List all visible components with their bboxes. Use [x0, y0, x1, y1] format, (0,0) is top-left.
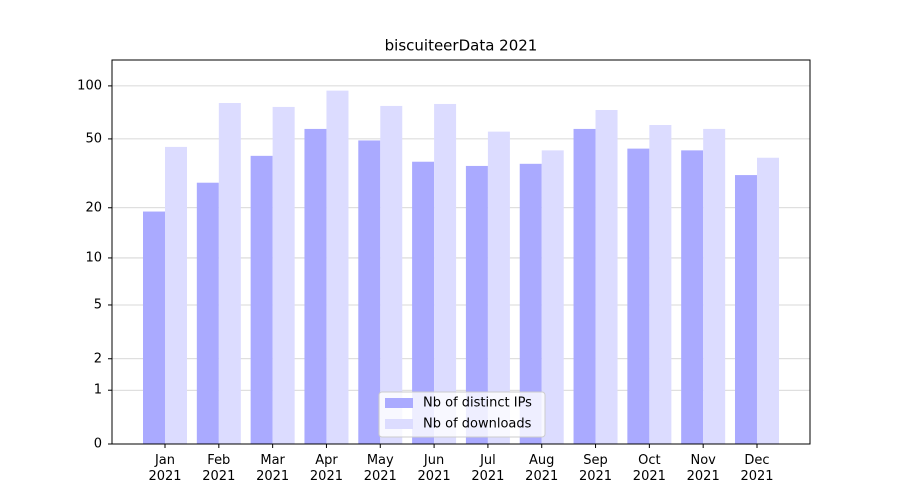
x-tick-label: Mar 2021 [256, 453, 290, 484]
x-tick-label: Nov 2021 [686, 453, 720, 484]
bar [487, 131, 510, 444]
bar [272, 106, 295, 444]
y-tick-label: 20 [85, 200, 102, 215]
bar [304, 128, 327, 444]
chart-title: biscuiteerData 2021 [385, 37, 538, 55]
bar [595, 110, 618, 445]
bar [703, 128, 726, 444]
bar [519, 163, 542, 444]
legend-swatch [385, 419, 413, 429]
x-tick-label: Jul 2021 [471, 453, 505, 484]
legend-label: Nb of downloads [423, 417, 532, 432]
bar [734, 175, 757, 444]
bar [434, 103, 457, 445]
x-tick-label: Dec 2021 [740, 453, 774, 484]
y-tick-label: 1 [94, 383, 102, 398]
y-tick-label: 50 [85, 131, 102, 146]
x-tick-label: Jun 2021 [417, 453, 451, 484]
bar [465, 165, 488, 444]
y-tick-label: 10 [85, 250, 102, 265]
y-tick-label: 0 [94, 437, 102, 452]
axes-frame [111, 59, 811, 445]
bar [358, 140, 381, 444]
bar [326, 90, 349, 444]
legend-swatch [385, 398, 413, 408]
legend: Nb of distinct IPs Nb of downloads [378, 391, 546, 438]
y-tick-label: 5 [94, 297, 102, 312]
bar [681, 150, 704, 444]
y-tick-label: 2 [94, 351, 102, 366]
x-tick-label: Aug 2021 [525, 453, 559, 484]
legend-label: Nb of distinct IPs [423, 396, 532, 411]
bar [541, 150, 564, 444]
x-tick-label: Apr 2021 [309, 453, 343, 484]
x-tick-label: Feb 2021 [202, 453, 236, 484]
bar [165, 146, 188, 444]
bar [649, 125, 672, 444]
bar [412, 161, 435, 444]
x-tick-label: Oct 2021 [632, 453, 666, 484]
y-tick-label: 100 [77, 78, 102, 93]
bar [250, 155, 273, 444]
bar [218, 103, 241, 445]
x-tick-label: May 2021 [363, 453, 397, 484]
bar [143, 211, 166, 444]
bar [756, 157, 779, 444]
bar [573, 128, 596, 444]
bar [380, 105, 403, 445]
legend-box [378, 391, 546, 438]
x-tick-label: Jan 2021 [148, 453, 182, 484]
bar [196, 182, 219, 444]
bar [627, 148, 650, 444]
x-tick-label: Sep 2021 [578, 453, 613, 484]
